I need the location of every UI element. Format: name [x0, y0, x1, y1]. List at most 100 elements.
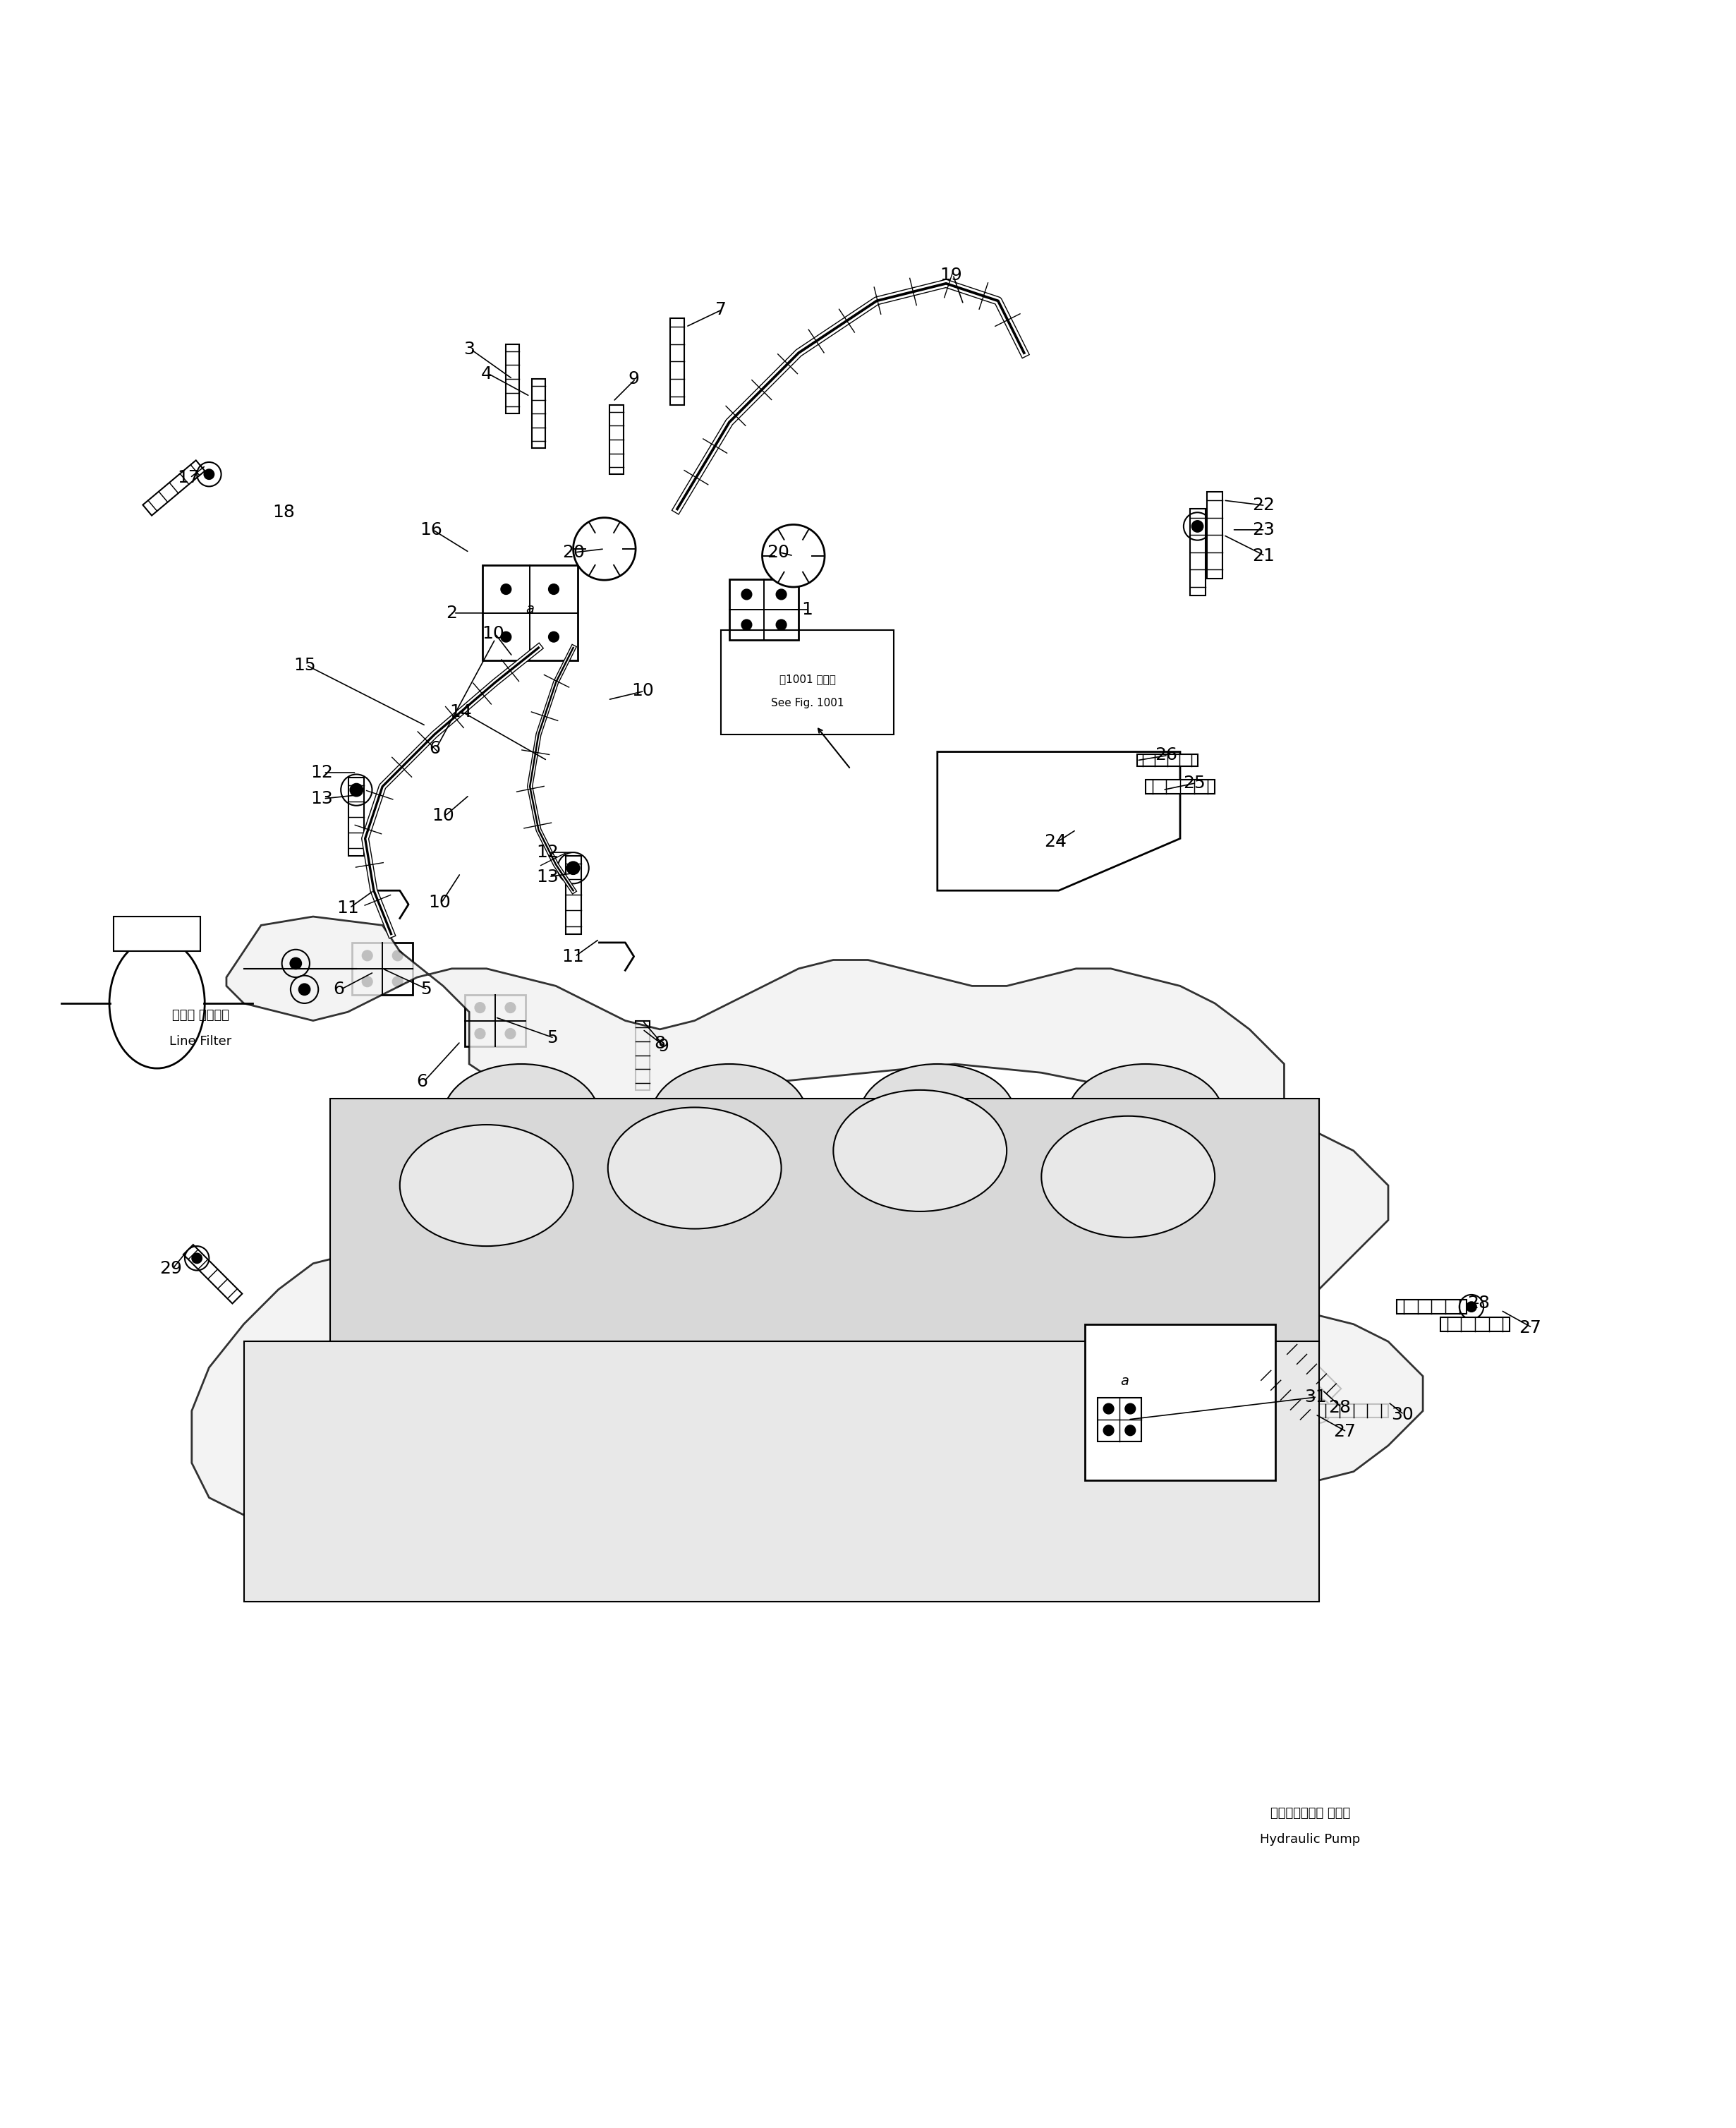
- Circle shape: [549, 632, 559, 643]
- Polygon shape: [1137, 755, 1198, 766]
- Text: 26: 26: [1154, 747, 1177, 764]
- Circle shape: [392, 977, 403, 987]
- Circle shape: [476, 1002, 484, 1013]
- Polygon shape: [531, 379, 545, 449]
- Text: 13: 13: [311, 789, 333, 807]
- Text: 10: 10: [483, 626, 505, 643]
- Polygon shape: [191, 917, 1424, 1515]
- Circle shape: [1125, 1426, 1135, 1436]
- Ellipse shape: [859, 1064, 1016, 1168]
- Text: ライン フィルタ: ライン フィルタ: [172, 1009, 229, 1021]
- Circle shape: [741, 589, 752, 600]
- Text: 28: 28: [1467, 1294, 1489, 1311]
- Polygon shape: [184, 1245, 243, 1304]
- Circle shape: [549, 583, 559, 594]
- Bar: [729, 579, 799, 641]
- Bar: [113, 917, 200, 951]
- Text: 10: 10: [632, 683, 654, 700]
- Polygon shape: [1257, 1366, 1316, 1424]
- Circle shape: [193, 1253, 201, 1264]
- Text: 6: 6: [417, 1073, 429, 1090]
- Text: 5: 5: [547, 1030, 557, 1047]
- Polygon shape: [1189, 509, 1205, 596]
- Text: 第1001 図参照: 第1001 図参照: [779, 675, 835, 685]
- Polygon shape: [670, 319, 684, 404]
- Bar: [1085, 1324, 1276, 1481]
- Text: 13: 13: [536, 868, 559, 885]
- Circle shape: [500, 632, 510, 643]
- Ellipse shape: [109, 938, 205, 1068]
- Circle shape: [299, 983, 311, 996]
- Ellipse shape: [651, 1064, 807, 1168]
- Text: 20: 20: [562, 545, 585, 562]
- Text: 12: 12: [311, 764, 333, 781]
- Text: 21: 21: [1252, 547, 1274, 564]
- Text: 23: 23: [1252, 521, 1274, 538]
- Text: 28: 28: [1328, 1398, 1351, 1415]
- Text: See Fig. 1001: See Fig. 1001: [771, 698, 844, 709]
- Text: 4: 4: [481, 366, 491, 383]
- Text: 20: 20: [767, 545, 790, 562]
- Circle shape: [363, 977, 373, 987]
- Circle shape: [1193, 521, 1203, 532]
- Text: 27: 27: [1333, 1424, 1356, 1441]
- Circle shape: [290, 958, 302, 968]
- Circle shape: [776, 619, 786, 630]
- Ellipse shape: [399, 1126, 573, 1247]
- Text: 6: 6: [333, 981, 345, 998]
- Polygon shape: [1397, 1300, 1467, 1313]
- Bar: [330, 1098, 1319, 1360]
- Text: 11: 11: [337, 900, 359, 917]
- Text: 5: 5: [420, 981, 431, 998]
- Circle shape: [351, 783, 363, 796]
- Text: Hydraulic Pump: Hydraulic Pump: [1260, 1832, 1361, 1845]
- Circle shape: [363, 951, 373, 962]
- Polygon shape: [1319, 1404, 1389, 1417]
- Text: 12: 12: [536, 845, 559, 862]
- Circle shape: [505, 1002, 516, 1013]
- Text: 10: 10: [432, 807, 455, 824]
- Polygon shape: [566, 855, 582, 934]
- Text: 8: 8: [654, 1034, 665, 1051]
- Text: 31: 31: [1304, 1390, 1326, 1404]
- Ellipse shape: [608, 1107, 781, 1228]
- Text: ハイドロリック ポンプ: ハイドロリック ポンプ: [1271, 1807, 1351, 1819]
- Text: 27: 27: [1519, 1319, 1542, 1336]
- Circle shape: [568, 862, 580, 875]
- Ellipse shape: [833, 1090, 1007, 1211]
- Circle shape: [205, 470, 214, 479]
- Circle shape: [762, 526, 825, 587]
- Text: 17: 17: [177, 470, 200, 485]
- Text: 18: 18: [273, 504, 295, 521]
- Text: 9: 9: [658, 1038, 668, 1055]
- Polygon shape: [349, 779, 365, 855]
- Bar: [483, 566, 578, 660]
- Circle shape: [1125, 1404, 1135, 1413]
- Circle shape: [1314, 1407, 1325, 1415]
- Text: 15: 15: [293, 658, 316, 675]
- Polygon shape: [1146, 779, 1215, 794]
- Text: 25: 25: [1182, 775, 1205, 792]
- Polygon shape: [142, 460, 205, 515]
- Text: a: a: [526, 602, 535, 617]
- Polygon shape: [609, 404, 623, 475]
- Text: 10: 10: [429, 894, 451, 911]
- Circle shape: [741, 619, 752, 630]
- Polygon shape: [1283, 1341, 1342, 1398]
- Text: Line Filter: Line Filter: [170, 1034, 231, 1047]
- Text: 30: 30: [1391, 1407, 1413, 1424]
- Bar: [1097, 1398, 1141, 1441]
- Circle shape: [500, 583, 510, 594]
- Text: 29: 29: [160, 1260, 182, 1277]
- Polygon shape: [635, 1021, 649, 1090]
- Text: 16: 16: [420, 521, 443, 538]
- Polygon shape: [1441, 1317, 1510, 1332]
- Text: 11: 11: [562, 947, 585, 964]
- Circle shape: [1104, 1426, 1115, 1436]
- Circle shape: [392, 951, 403, 962]
- Ellipse shape: [1068, 1064, 1224, 1168]
- Text: 19: 19: [939, 266, 962, 283]
- Text: 6: 6: [429, 741, 441, 758]
- Bar: [465, 994, 526, 1047]
- Text: 1: 1: [802, 600, 812, 617]
